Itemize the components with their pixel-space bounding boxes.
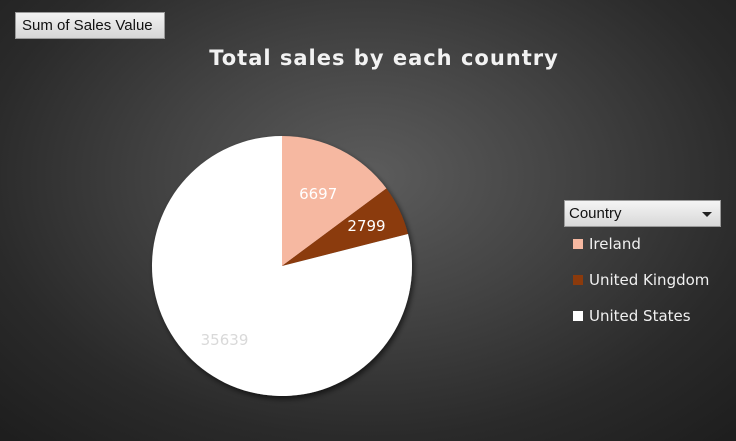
legend-item-united-states: United States [573,306,691,326]
legend-swatch-ireland [573,239,583,249]
pie-slice-united-states[interactable] [151,135,412,397]
pie-slice-ireland[interactable] [282,135,387,266]
pie-slice-united-kingdom[interactable] [282,188,408,266]
legend-label-united-states: United States [589,307,691,325]
country-filter-dropdown[interactable]: Country [564,200,721,227]
chart-title: Total sales by each country [209,46,559,70]
chevron-down-icon[interactable] [702,212,712,217]
legend-label-ireland: Ireland [589,235,641,253]
legend-label-united-kingdom: United Kingdom [589,271,710,289]
data-label-ireland: 6697 [299,185,337,203]
country-filter-label: Country [569,205,622,222]
legend-swatch-united-kingdom [573,275,583,285]
data-label-united-states: 35639 [201,331,249,349]
legend-item-ireland: Ireland [573,234,641,254]
legend-swatch-united-states [573,311,583,321]
data-label-united-kingdom: 2799 [347,217,385,235]
sum-of-sales-value-field-button[interactable]: Sum of Sales Value [15,12,165,39]
legend-item-united-kingdom: United Kingdom [573,270,709,290]
